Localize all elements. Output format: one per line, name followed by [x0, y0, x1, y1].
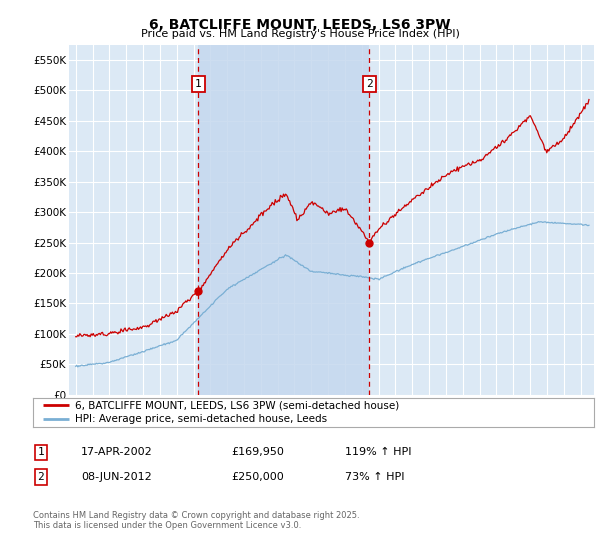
Text: 6, BATCLIFFE MOUNT, LEEDS, LS6 3PW: 6, BATCLIFFE MOUNT, LEEDS, LS6 3PW [149, 18, 451, 32]
Text: 119% ↑ HPI: 119% ↑ HPI [345, 447, 412, 458]
Text: 73% ↑ HPI: 73% ↑ HPI [345, 472, 404, 482]
Text: 1: 1 [37, 447, 44, 458]
Text: Price paid vs. HM Land Registry's House Price Index (HPI): Price paid vs. HM Land Registry's House … [140, 29, 460, 39]
Text: 6, BATCLIFFE MOUNT, LEEDS, LS6 3PW (semi-detached house): 6, BATCLIFFE MOUNT, LEEDS, LS6 3PW (semi… [75, 400, 400, 410]
Text: £250,000: £250,000 [231, 472, 284, 482]
Text: 17-APR-2002: 17-APR-2002 [81, 447, 153, 458]
Text: £169,950: £169,950 [231, 447, 284, 458]
Text: 2: 2 [37, 472, 44, 482]
Text: 08-JUN-2012: 08-JUN-2012 [81, 472, 152, 482]
Text: 2: 2 [366, 80, 373, 90]
Bar [199, 45, 369, 395]
Text: 1: 1 [195, 80, 202, 90]
Text: Contains HM Land Registry data © Crown copyright and database right 2025.
This d: Contains HM Land Registry data © Crown c… [33, 511, 359, 530]
Text: HPI: Average price, semi-detached house, Leeds: HPI: Average price, semi-detached house,… [75, 414, 327, 424]
